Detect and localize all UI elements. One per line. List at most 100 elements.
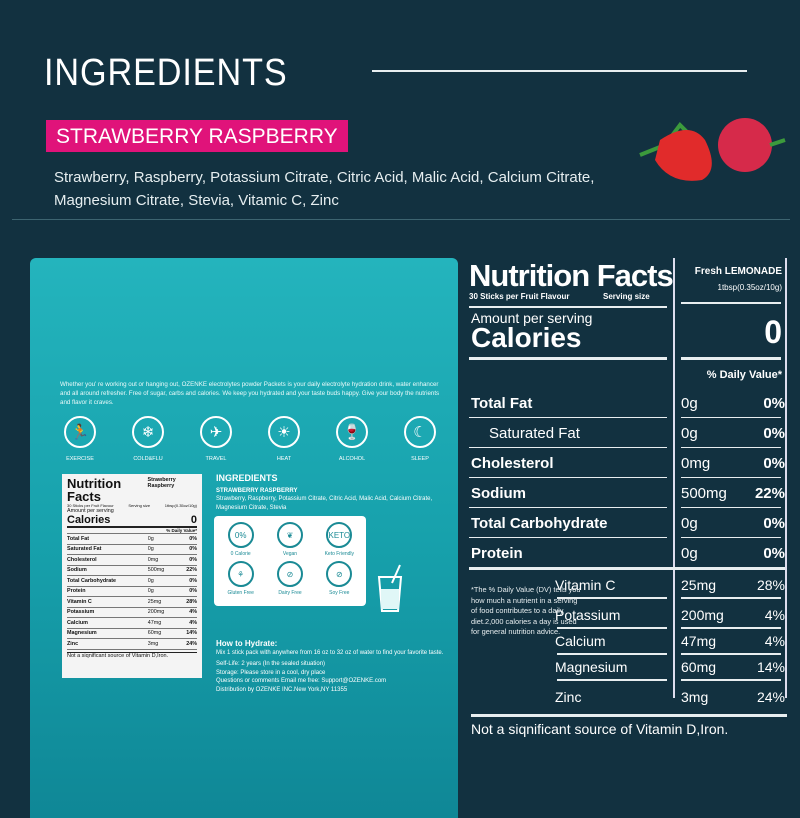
nutrient-dv: 0% <box>763 425 785 442</box>
mini-nutrient: Vitamin C <box>67 598 92 605</box>
use-label: COLD&FLU <box>133 456 163 462</box>
vitamin-dv: 4% <box>764 633 785 649</box>
diet-badge: 0% 0 Calorie <box>216 522 265 561</box>
bed-icon: ☾ <box>404 416 436 448</box>
nutrient-name: Total Fat <box>471 395 533 412</box>
mini-dv-value: 0% <box>189 556 197 563</box>
use-label: EXERCISE <box>66 456 94 462</box>
rule <box>681 476 781 478</box>
badge-label: 0 Calorie <box>230 551 251 557</box>
mini-row: Total Carbohydrate 0g 0% <box>67 576 197 587</box>
rule <box>469 357 667 360</box>
rule <box>681 357 781 360</box>
badge-label: Vegan <box>282 551 298 557</box>
mini-amount-value: 0g <box>147 535 154 542</box>
vitamin-dv: 28% <box>756 577 785 593</box>
how-to-hydrate: How to Hydrate: Mix 1 stick pack with an… <box>216 639 456 694</box>
vitamin-name: Zinc <box>555 689 582 705</box>
amount-per-serving: Amount per serving <box>471 310 593 326</box>
mini-dv-value: 4% <box>189 619 197 626</box>
vitamin-amount: 47mg <box>681 633 717 649</box>
vitamin-dv: 24% <box>756 689 785 705</box>
mini-row: Sodium 500mg 22% <box>67 566 197 576</box>
mini-dv-value: 0% <box>189 577 197 584</box>
product-pack: Whether you' re working out or hanging o… <box>30 258 458 818</box>
cold-flu-icon: ❄ <box>132 416 164 448</box>
rule <box>681 627 781 629</box>
rule <box>469 506 667 508</box>
glass-icon <box>377 564 403 612</box>
mini-dv-value: 14% <box>186 630 197 637</box>
rule <box>681 653 781 655</box>
vitamin-name: Calcium <box>555 633 606 649</box>
mini-dv: % Daily Value* <box>67 528 197 534</box>
column-divider <box>673 258 675 698</box>
nutrient-row: Protein 0g 0% <box>467 538 787 568</box>
vitamin-dv: 4% <box>764 607 785 623</box>
rule <box>681 536 781 538</box>
mini-dv-value: 28% <box>186 598 197 605</box>
nutrient-name: Saturated Fat <box>489 425 580 442</box>
mini-dv-value: 0% <box>189 535 197 542</box>
mini-serving: Serving size <box>128 503 151 508</box>
nutrient-row: Total Carbohydrate 0g 0% <box>467 508 787 538</box>
rule <box>469 476 667 478</box>
nutrient-name: Total Carbohydrate <box>471 515 608 532</box>
nutrient-amount: 0g <box>681 395 698 412</box>
rule <box>557 653 667 655</box>
dv-footnote: *The % Daily Value (DV) tells you how mu… <box>471 585 581 636</box>
nutrient-amount: 0g <box>681 545 698 562</box>
vitamin-row: Vitamin C 25mg 28% <box>467 570 787 600</box>
diet-badge: ⚘ Gluten Free <box>216 561 265 600</box>
mini-dv-value: 4% <box>189 609 197 616</box>
mini-amount: Amount per serving <box>67 508 114 514</box>
diet-badge: ⊘ Soy Free <box>315 561 364 600</box>
mini-amount-value: 200mg <box>147 609 165 616</box>
diet-badge: KETO Keto Friendly <box>315 522 364 561</box>
mini-nutrient: Total Carbohydrate <box>67 577 117 584</box>
use-label: HEAT <box>276 456 292 462</box>
rule <box>681 416 781 418</box>
rule <box>557 679 667 681</box>
vitamin-row: Calcium 47mg 4% <box>467 626 787 656</box>
mini-row: Magnesium 60mg 14% <box>67 629 197 639</box>
wine-icon: 🍷 <box>336 416 368 448</box>
mini-dv-value: 24% <box>186 640 197 647</box>
mini-nutrient: Total Fat <box>67 535 90 542</box>
nutrient-dv: 0% <box>763 395 785 412</box>
mini-nutrition-label: Nutrition Facts Strawberry Raspberry 30 S… <box>62 474 202 678</box>
nutrient-row: Cholesterol 0mg 0% <box>467 448 787 478</box>
badge-label: Gluten Free <box>227 590 254 596</box>
mini-nutrient: Protein <box>67 588 86 595</box>
mini-row: Saturated Fat 0g 0% <box>67 545 197 555</box>
rule <box>557 627 667 629</box>
pack-ingredients: INGREDIENTS STRAWBERRY RASPBERRY Strawbe… <box>216 474 451 512</box>
mini-dv-value: 0% <box>189 588 197 595</box>
mini-note: Not a siqnificant source of Vitamin D,Ir… <box>67 651 197 659</box>
distribution: Distribution by OZENKE INC.New York,NY 1… <box>216 686 348 693</box>
vitamin-row: Zinc 3mg 24% <box>467 682 787 712</box>
nutrition-facts: Nutrition Facts 30 Sticks per Fruit Flav… <box>467 258 787 758</box>
rule <box>681 506 781 508</box>
nutrient-dv: 22% <box>754 485 785 502</box>
mini-cal-value: 0 <box>190 514 197 526</box>
mini-row: Potassium 200mg 4% <box>67 608 197 618</box>
divider <box>12 219 790 220</box>
mini-amount-value: 60mg <box>147 630 162 637</box>
nutrient-name: Sodium <box>471 485 526 502</box>
rule <box>469 306 667 308</box>
mini-amount-value: 0g <box>147 577 154 584</box>
ingredients-list: Strawberry, Raspberry, Potassium Citrate… <box>54 169 595 209</box>
use-icons: 🏃 EXERCISE ❄ COLD&FLU ✈ TRAVEL ☀ HEAT 🍷 ALCOH… <box>60 416 440 462</box>
mini-nutrient: Calcium <box>67 619 88 626</box>
not-significant-note: Not a siqnificant source of Vitamin D,Ir… <box>471 721 729 737</box>
use-exercise: 🏃 EXERCISE <box>60 416 100 462</box>
strawberry-raspberry-image <box>639 118 786 181</box>
soy-free-icon: ⊘ <box>326 561 353 587</box>
mini-amount-value: 3mg <box>147 640 159 647</box>
rule <box>681 446 781 448</box>
flavor-tag: STRAWBERRY RASPBERRY <box>46 120 348 152</box>
mini-row: Zinc 3mg 24% <box>67 639 197 650</box>
calories-label: Calories <box>471 322 582 353</box>
title-rule <box>372 70 747 72</box>
